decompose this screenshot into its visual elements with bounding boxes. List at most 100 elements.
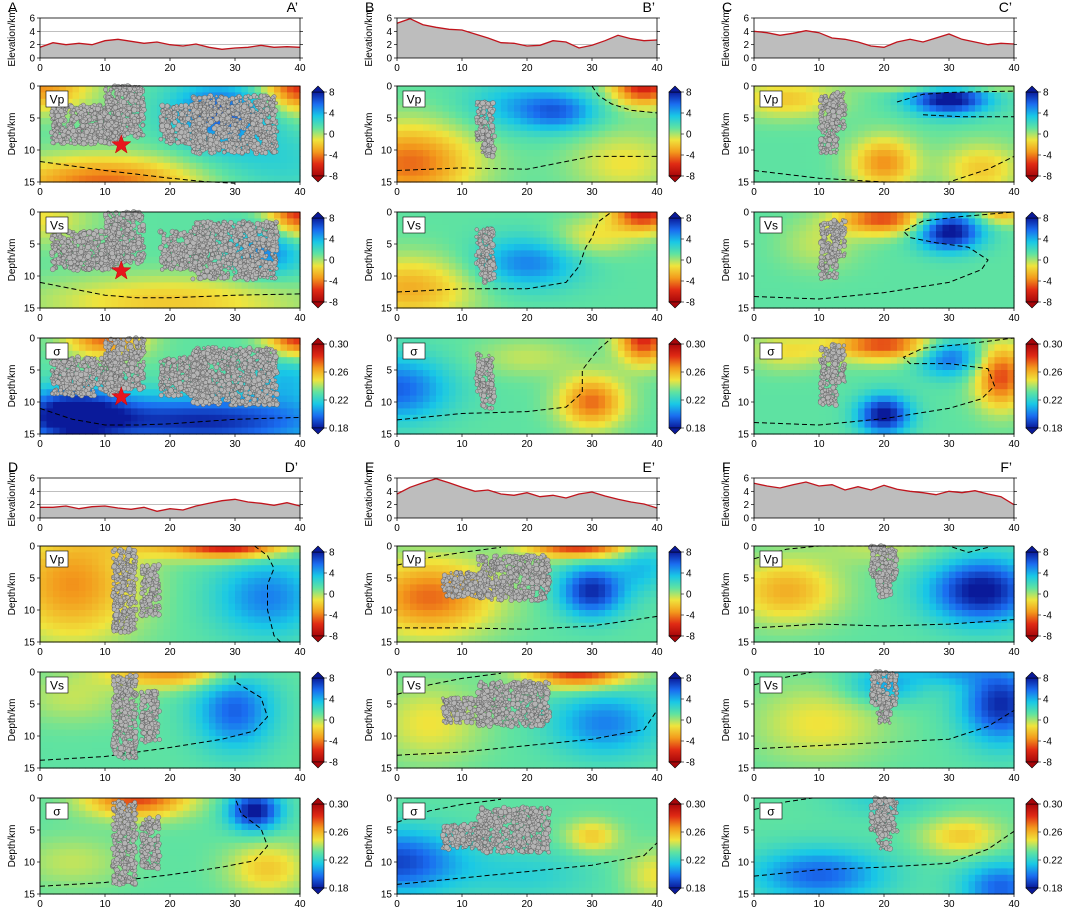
earthquake-event: [107, 108, 111, 112]
colorbar-tick-label: 8: [329, 88, 335, 99]
field-cell: [229, 169, 236, 176]
field-cell: [47, 295, 54, 302]
field-cell: [294, 270, 301, 277]
field-cell: [157, 289, 164, 296]
field-cell: [86, 282, 93, 289]
field-cell: [118, 163, 125, 170]
earthquake-event: [272, 150, 277, 155]
earthquake-event: [208, 142, 213, 147]
field-cell: [281, 144, 288, 151]
field-cell: [248, 86, 255, 93]
earthquake-event: [82, 267, 84, 269]
field-cell: [177, 169, 184, 176]
field-cell: [222, 282, 229, 289]
field-cell: [281, 169, 288, 176]
field-cell: [222, 163, 229, 170]
earthquake-event: [226, 100, 229, 103]
earthquake-event: [266, 276, 269, 279]
earthquake-event: [51, 246, 54, 249]
field-cell: [131, 295, 138, 302]
earthquake-event: [127, 106, 131, 110]
field-cell: [255, 212, 262, 219]
earthquake-event: [60, 240, 64, 244]
field-cell: [118, 156, 125, 163]
field-cell: [40, 118, 47, 125]
earthquake-event: [240, 100, 242, 102]
earthquake-event: [199, 152, 202, 155]
earthquake-event: [268, 147, 271, 150]
earthquake-event: [65, 109, 68, 112]
field-cell: [203, 156, 210, 163]
field-cell: [73, 282, 80, 289]
field-cell: [216, 212, 223, 219]
earthquake-event: [54, 258, 57, 261]
earthquake-event: [197, 121, 201, 125]
earthquake-event: [121, 258, 124, 261]
earthquake-event: [113, 237, 116, 240]
field-cell: [222, 86, 229, 93]
earthquake-event: [132, 107, 138, 113]
field-cell: [144, 295, 151, 302]
field-cell: [79, 92, 86, 99]
field-cell: [66, 150, 73, 157]
field-cell: [287, 257, 294, 264]
field-cell: [281, 225, 288, 232]
field-cell: [86, 86, 93, 93]
earthquake-event: [110, 251, 115, 256]
earthquake-event: [175, 112, 178, 115]
field-cell: [274, 86, 281, 93]
field-cell: [164, 150, 171, 157]
field-cell: [287, 295, 294, 302]
earthquake-event: [68, 249, 72, 253]
earthquake-event: [160, 118, 165, 123]
field-cell: [255, 156, 262, 163]
earthquake-event: [233, 271, 236, 274]
field-cell: [53, 295, 60, 302]
field-cell: [125, 282, 132, 289]
field-cell: [105, 289, 112, 296]
earthquake-event: [220, 108, 223, 111]
field-cell: [235, 163, 242, 170]
earthquake-event: [252, 136, 255, 139]
field-cell: [138, 289, 145, 296]
field-cell: [79, 156, 86, 163]
field-cell: [164, 289, 171, 296]
earthquake-event: [85, 244, 91, 250]
field-cell: [92, 86, 99, 93]
earthquake-event: [55, 113, 60, 118]
field-cell: [105, 295, 112, 302]
field-cell: [53, 156, 60, 163]
field-cell: [248, 295, 255, 302]
field-cell: [196, 289, 203, 296]
earthquake-event: [267, 97, 271, 101]
field-cell: [92, 169, 99, 176]
field-cell: [151, 218, 158, 225]
earthquake-event: [208, 148, 212, 152]
earthquake-event: [139, 220, 142, 223]
earthquake-event: [179, 112, 184, 117]
earthquake-event: [256, 96, 259, 99]
field-cell: [287, 289, 294, 296]
field-cell: [222, 156, 229, 163]
earthquake-event: [214, 140, 219, 145]
earthquake-event: [71, 128, 76, 133]
field-cell: [170, 212, 177, 219]
earthquake-event: [73, 251, 77, 255]
earthquake-event: [213, 110, 216, 113]
earthquake-event: [105, 238, 108, 241]
earthquake-event: [128, 129, 131, 132]
colorbar-cap: [312, 86, 324, 92]
field-cell: [144, 163, 151, 170]
earthquake-event: [247, 116, 250, 119]
earthquake-event: [115, 96, 118, 99]
field-cell: [144, 289, 151, 296]
field-cell: [294, 231, 301, 238]
earthquake-event: [239, 96, 242, 99]
earthquake-event: [133, 134, 137, 138]
earthquake-event: [132, 120, 136, 124]
earthquake-event: [263, 150, 268, 155]
field-cell: [86, 218, 93, 225]
earthquake-event: [187, 141, 192, 146]
earthquake-event: [49, 250, 54, 255]
earthquake-event: [241, 119, 244, 122]
